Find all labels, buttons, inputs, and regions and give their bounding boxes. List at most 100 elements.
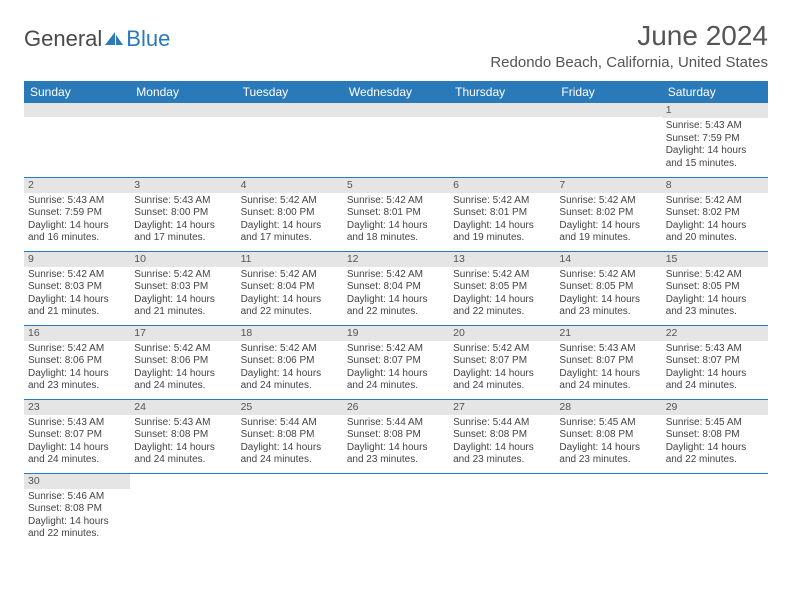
- calendar-day-cell: 2Sunrise: 5:43 AMSunset: 7:59 PMDaylight…: [24, 177, 130, 251]
- sunset-text: Sunset: 8:06 PM: [241, 355, 339, 368]
- weekday-header: Friday: [555, 81, 661, 103]
- sunset-text: Sunset: 8:08 PM: [134, 429, 232, 442]
- calendar-day-cell: 16Sunrise: 5:42 AMSunset: 8:06 PMDayligh…: [24, 325, 130, 399]
- sunrise-text: Sunrise: 5:42 AM: [241, 343, 339, 356]
- calendar-day-cell: 7Sunrise: 5:42 AMSunset: 8:02 PMDaylight…: [555, 177, 661, 251]
- sunset-text: Sunset: 8:08 PM: [241, 429, 339, 442]
- title-block: June 2024 Redondo Beach, California, Uni…: [490, 20, 768, 71]
- day-number-bar: 2: [24, 178, 130, 193]
- day-body: Sunrise: 5:44 AMSunset: 8:08 PMDaylight:…: [237, 415, 343, 471]
- day-number-bar: [237, 103, 343, 117]
- daylight-text: Daylight: 14 hours and 22 minutes.: [28, 516, 126, 541]
- daylight-text: Daylight: 14 hours and 24 minutes.: [666, 368, 764, 393]
- day-body: Sunrise: 5:42 AMSunset: 8:06 PMDaylight:…: [130, 341, 236, 397]
- day-number-bar: 16: [24, 326, 130, 341]
- calendar-day-cell: 11Sunrise: 5:42 AMSunset: 8:04 PMDayligh…: [237, 251, 343, 325]
- calendar-day-cell: 28Sunrise: 5:45 AMSunset: 8:08 PMDayligh…: [555, 399, 661, 473]
- day-number-bar: 4: [237, 178, 343, 193]
- calendar-day-cell: 22Sunrise: 5:43 AMSunset: 8:07 PMDayligh…: [662, 325, 768, 399]
- calendar-day-cell: [662, 473, 768, 547]
- day-number-bar: [24, 103, 130, 117]
- day-number-bar: 3: [130, 178, 236, 193]
- calendar-day-cell: 1Sunrise: 5:43 AMSunset: 7:59 PMDaylight…: [662, 103, 768, 177]
- day-body: Sunrise: 5:43 AMSunset: 8:07 PMDaylight:…: [24, 415, 130, 471]
- day-number-bar: 17: [130, 326, 236, 341]
- sunset-text: Sunset: 8:02 PM: [559, 207, 657, 220]
- sunrise-text: Sunrise: 5:42 AM: [347, 195, 445, 208]
- daylight-text: Daylight: 14 hours and 19 minutes.: [559, 220, 657, 245]
- daylight-text: Daylight: 14 hours and 20 minutes.: [666, 220, 764, 245]
- calendar-day-cell: [130, 103, 236, 177]
- day-number-bar: 1: [662, 103, 768, 118]
- sail-icon: [104, 31, 124, 47]
- calendar-week-row: 23Sunrise: 5:43 AMSunset: 8:07 PMDayligh…: [24, 399, 768, 473]
- day-body: Sunrise: 5:42 AMSunset: 8:02 PMDaylight:…: [662, 193, 768, 249]
- daylight-text: Daylight: 14 hours and 24 minutes.: [347, 368, 445, 393]
- day-body: Sunrise: 5:42 AMSunset: 8:02 PMDaylight:…: [555, 193, 661, 249]
- sunrise-text: Sunrise: 5:44 AM: [347, 417, 445, 430]
- day-number-bar: 8: [662, 178, 768, 193]
- sunrise-text: Sunrise: 5:42 AM: [134, 269, 232, 282]
- sunset-text: Sunset: 8:06 PM: [134, 355, 232, 368]
- day-body: Sunrise: 5:42 AMSunset: 8:00 PMDaylight:…: [237, 193, 343, 249]
- calendar-day-cell: 6Sunrise: 5:42 AMSunset: 8:01 PMDaylight…: [449, 177, 555, 251]
- day-number-bar: 11: [237, 252, 343, 267]
- sunrise-text: Sunrise: 5:45 AM: [666, 417, 764, 430]
- daylight-text: Daylight: 14 hours and 19 minutes.: [453, 220, 551, 245]
- daylight-text: Daylight: 14 hours and 24 minutes.: [241, 368, 339, 393]
- daylight-text: Daylight: 14 hours and 24 minutes.: [28, 442, 126, 467]
- logo-text-2: Blue: [126, 26, 170, 52]
- day-number-bar: [555, 103, 661, 117]
- sunrise-text: Sunrise: 5:42 AM: [453, 343, 551, 356]
- day-body: Sunrise: 5:43 AMSunset: 7:59 PMDaylight:…: [24, 193, 130, 249]
- sunrise-text: Sunrise: 5:42 AM: [666, 195, 764, 208]
- day-body: Sunrise: 5:45 AMSunset: 8:08 PMDaylight:…: [662, 415, 768, 471]
- sunset-text: Sunset: 8:00 PM: [241, 207, 339, 220]
- sunset-text: Sunset: 8:06 PM: [28, 355, 126, 368]
- calendar-day-cell: 20Sunrise: 5:42 AMSunset: 8:07 PMDayligh…: [449, 325, 555, 399]
- sunrise-text: Sunrise: 5:42 AM: [666, 269, 764, 282]
- day-number-bar: 25: [237, 400, 343, 415]
- calendar-day-cell: [24, 103, 130, 177]
- day-body: Sunrise: 5:43 AMSunset: 8:07 PMDaylight:…: [555, 341, 661, 397]
- day-number-bar: [130, 103, 236, 117]
- day-number-bar: 14: [555, 252, 661, 267]
- sunset-text: Sunset: 8:07 PM: [559, 355, 657, 368]
- day-body: Sunrise: 5:42 AMSunset: 8:01 PMDaylight:…: [343, 193, 449, 249]
- sunset-text: Sunset: 8:05 PM: [559, 281, 657, 294]
- day-number-bar: 5: [343, 178, 449, 193]
- calendar-day-cell: 17Sunrise: 5:42 AMSunset: 8:06 PMDayligh…: [130, 325, 236, 399]
- weekday-header: Monday: [130, 81, 236, 103]
- calendar-week-row: 1Sunrise: 5:43 AMSunset: 7:59 PMDaylight…: [24, 103, 768, 177]
- sunset-text: Sunset: 8:03 PM: [28, 281, 126, 294]
- daylight-text: Daylight: 14 hours and 17 minutes.: [241, 220, 339, 245]
- calendar-week-row: 16Sunrise: 5:42 AMSunset: 8:06 PMDayligh…: [24, 325, 768, 399]
- calendar-day-cell: [555, 103, 661, 177]
- calendar-day-cell: [130, 473, 236, 547]
- day-number-bar: 28: [555, 400, 661, 415]
- logo: General Blue: [24, 26, 170, 52]
- sunset-text: Sunset: 8:08 PM: [347, 429, 445, 442]
- sunset-text: Sunset: 8:07 PM: [666, 355, 764, 368]
- day-number-bar: 7: [555, 178, 661, 193]
- day-body: Sunrise: 5:42 AMSunset: 8:01 PMDaylight:…: [449, 193, 555, 249]
- day-body: Sunrise: 5:42 AMSunset: 8:05 PMDaylight:…: [555, 267, 661, 323]
- calendar-day-cell: 5Sunrise: 5:42 AMSunset: 8:01 PMDaylight…: [343, 177, 449, 251]
- sunrise-text: Sunrise: 5:43 AM: [666, 343, 764, 356]
- day-number-bar: 6: [449, 178, 555, 193]
- weekday-header: Thursday: [449, 81, 555, 103]
- calendar-day-cell: 15Sunrise: 5:42 AMSunset: 8:05 PMDayligh…: [662, 251, 768, 325]
- sunset-text: Sunset: 8:07 PM: [347, 355, 445, 368]
- calendar-day-cell: 8Sunrise: 5:42 AMSunset: 8:02 PMDaylight…: [662, 177, 768, 251]
- header: General Blue June 2024 Redondo Beach, Ca…: [24, 20, 768, 71]
- sunset-text: Sunset: 8:03 PM: [134, 281, 232, 294]
- calendar-day-cell: 27Sunrise: 5:44 AMSunset: 8:08 PMDayligh…: [449, 399, 555, 473]
- weekday-header: Wednesday: [343, 81, 449, 103]
- calendar-day-cell: [237, 473, 343, 547]
- calendar-day-cell: [237, 103, 343, 177]
- daylight-text: Daylight: 14 hours and 22 minutes.: [666, 442, 764, 467]
- daylight-text: Daylight: 14 hours and 23 minutes.: [559, 294, 657, 319]
- weekday-header: Saturday: [662, 81, 768, 103]
- calendar-day-cell: 25Sunrise: 5:44 AMSunset: 8:08 PMDayligh…: [237, 399, 343, 473]
- day-number-bar: 27: [449, 400, 555, 415]
